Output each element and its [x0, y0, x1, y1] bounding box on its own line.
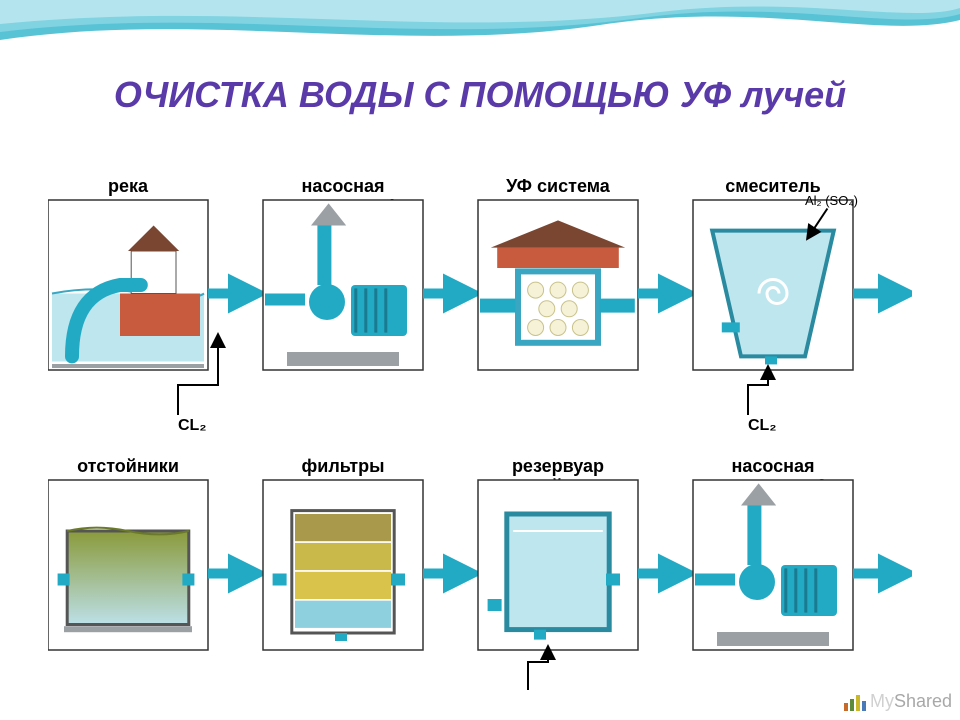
svg-text:фильтры: фильтры — [302, 456, 385, 476]
stage-насосная станция №1: насоснаястанция №1 — [263, 176, 423, 370]
process-diagram: река насоснаястанция №1 УФ система смесител… — [48, 160, 912, 690]
svg-text:CL₂: CL₂ — [748, 417, 776, 434]
svg-text:Al₂ (SO₄): Al₂ (SO₄) — [805, 193, 858, 208]
svg-text:УФ система: УФ система — [506, 176, 611, 196]
stage-смеситель: смесительAl₂ (SO₄) — [693, 176, 858, 370]
stage-фильтры: фильтры — [263, 456, 423, 650]
stage-УФ система: УФ система — [478, 176, 638, 370]
stage-резервуар чистой воды: резервуарчистой воды — [478, 456, 638, 650]
diagram-svg: река насоснаястанция №1 УФ система смесител… — [48, 160, 912, 690]
svg-text:отстойники: отстойники — [77, 456, 179, 476]
stage-река: река — [48, 176, 208, 370]
watermark-icon — [844, 693, 866, 711]
svg-text:CL₂: CL₂ — [178, 417, 206, 434]
stage-отстойники: отстойники — [48, 456, 208, 650]
watermark-shared: Shared — [894, 691, 952, 711]
page-title: ОЧИСТКА ВОДЫ С ПОМОЩЬЮ УФ лучей — [60, 74, 900, 115]
slide: ОЧИСТКА ВОДЫ С ПОМОЩЬЮ УФ лучей река насо… — [0, 0, 960, 720]
stage-насосная станция №2: насоснаястанция №2 — [693, 456, 853, 650]
svg-text:река: река — [108, 176, 149, 196]
watermark: MyShared — [844, 691, 952, 712]
wave-decor — [0, 0, 960, 50]
watermark-my: My — [870, 691, 894, 711]
